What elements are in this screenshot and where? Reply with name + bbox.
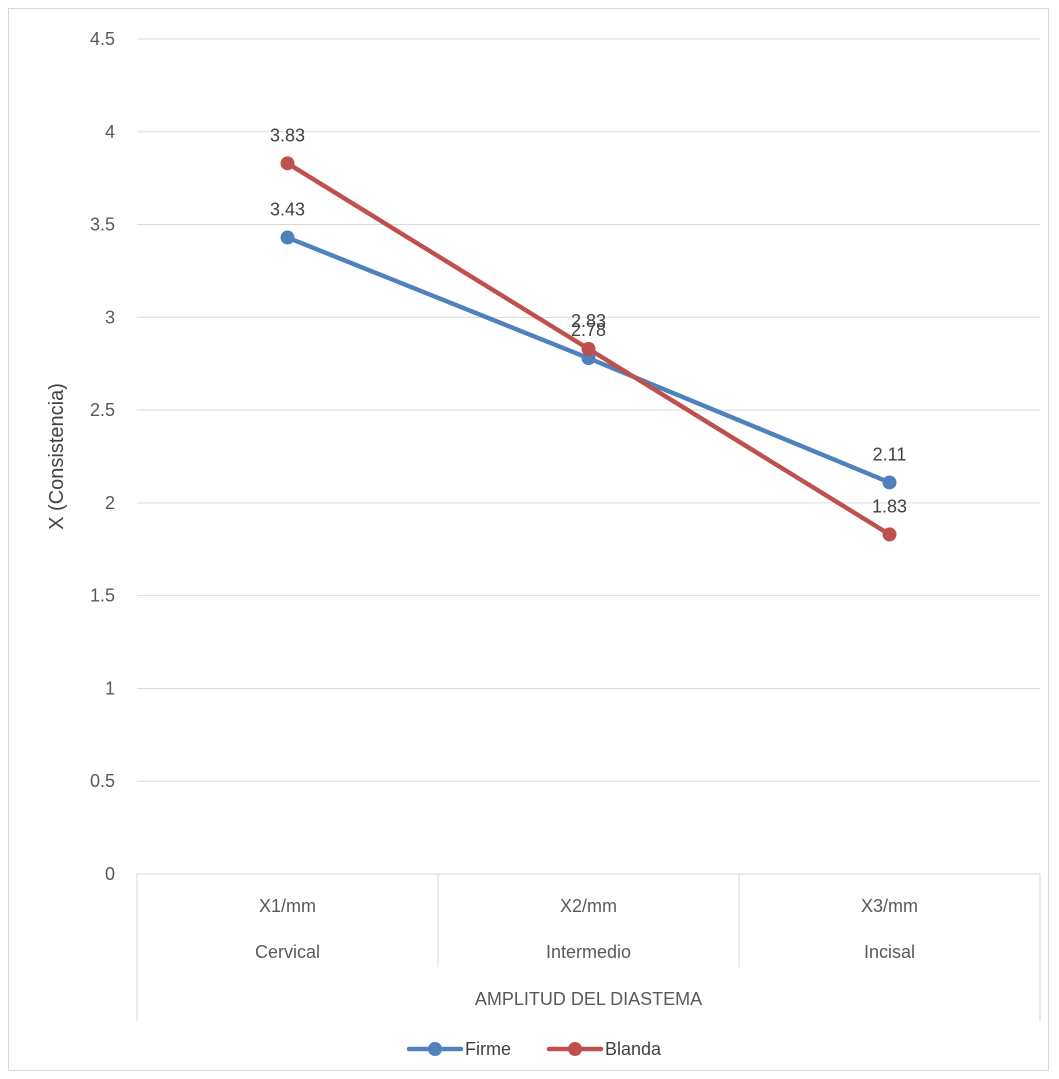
data-label: 2.11	[873, 444, 907, 464]
data-label: 3.43	[270, 200, 305, 220]
x-tick-label: Incisal	[864, 942, 915, 962]
data-point	[280, 156, 295, 171]
legend-label: Firme	[465, 1039, 511, 1059]
data-label: 3.83	[270, 125, 305, 145]
y-axis-title: X (Consistencia)	[46, 383, 68, 530]
y-tick-label: 0.5	[90, 771, 115, 791]
line-chart: 0 0.5 1 1.5 2 2.5 3 3.5 4 4.5 X1/mm Cervical X2/mm In…	[46, 29, 1041, 1059]
series	[280, 156, 897, 542]
y-tick-label: 0	[105, 864, 115, 884]
x-tick-label: X1/mm	[259, 896, 316, 916]
gridlines	[137, 38, 1040, 875]
data-labels: 3.43 2.78 2.11 3.83 2.83 1.83	[270, 125, 907, 516]
axes: 0 0.5 1 1.5 2 2.5 3 3.5 4 4.5 X1/mm Cervical X2/mm In…	[46, 29, 1041, 1021]
x-tick-label: X3/mm	[861, 896, 918, 916]
data-point	[882, 527, 897, 542]
y-tick-label: 1	[105, 678, 115, 698]
y-tick-label: 4	[105, 122, 115, 142]
legend-marker-dot	[428, 1042, 442, 1056]
legend: Firme Blanda	[406, 1039, 662, 1059]
data-point	[882, 475, 897, 490]
data-label: 2.78	[571, 320, 606, 340]
x-tick-label: Cervical	[255, 942, 320, 962]
data-point	[581, 341, 596, 356]
x-tick-label: X2/mm	[560, 896, 617, 916]
legend-marker-dot	[568, 1042, 582, 1056]
y-tick-label: 1.5	[90, 586, 115, 606]
x-axis-title: AMPLITUD DEL DIASTEMA	[475, 989, 702, 1009]
y-tick-label: 3.5	[90, 215, 115, 235]
x-tick-label: Intermedio	[546, 942, 631, 962]
legend-label: Blanda	[605, 1039, 662, 1059]
data-point	[280, 230, 295, 245]
data-label: 2.83	[571, 311, 606, 331]
data-label: 1.83	[872, 496, 907, 516]
y-tick-label: 2.5	[90, 400, 115, 420]
y-tick-label: 2	[105, 493, 115, 513]
y-tick-label: 4.5	[90, 29, 115, 49]
chart-area: 0 0.5 1 1.5 2 2.5 3 3.5 4 4.5 X1/mm Cervical X2/mm In…	[8, 8, 1049, 1071]
y-tick-label: 3	[105, 307, 115, 327]
